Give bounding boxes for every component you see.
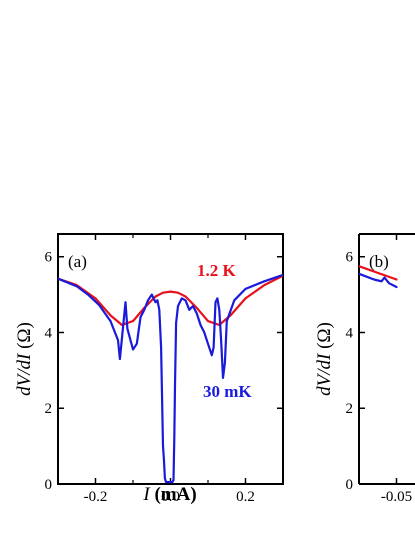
panel-a-ticks: 0 2 4 6 -0.2 0.0 0.2: [45, 234, 283, 505]
x-tick-label-b: -0.05: [381, 489, 412, 505]
panel-a-series: [58, 273, 283, 484]
panel-b-series: [359, 265, 398, 289]
panel-a-frame: [57, 233, 284, 485]
y-axis-title-a: dV/dI (Ω): [14, 322, 35, 396]
y-tick-label-a: 4: [45, 325, 53, 341]
y-tick-label-b: 4: [346, 325, 354, 341]
y-tick-label-b: 6: [346, 250, 354, 266]
y-tick-label-b: 2: [346, 401, 354, 417]
panel-a: 0 2 4 6 -0.2 0.0 0.2 (a) 1.2 K 30 mK I (mA) dV…: [14, 233, 284, 505]
y-axis-title-b: dV/dI (Ω): [314, 322, 335, 396]
series-label-1-2k: 1.2 K: [197, 261, 237, 280]
series-line-a-blue: [58, 273, 283, 484]
series-line-b-blue: [359, 272, 398, 289]
x-tick-label-a: 0.2: [236, 489, 255, 505]
series-label-30mk: 30 mK: [203, 382, 252, 401]
panel-b-label: (b): [369, 252, 389, 271]
series-line-b-red: [359, 265, 398, 281]
y-tick-label-a: 0: [45, 477, 53, 493]
y-tick-label-a: 2: [45, 401, 53, 417]
panel-b-ticks: 0 2 4 6 -0.05: [346, 234, 412, 505]
x-tick-label-a: 0.0: [161, 489, 180, 505]
y-tick-label-b: 0: [346, 477, 354, 493]
x-axis-title: I (mA): [142, 484, 196, 505]
series-line-a-red: [58, 274, 283, 326]
y-tick-label-a: 6: [45, 250, 53, 266]
panel-b: 0 2 4 6 -0.05 (b) dV/dI (Ω): [314, 233, 415, 505]
panel-a-label: (a): [68, 252, 87, 271]
x-tick-label-a: -0.2: [84, 489, 108, 505]
